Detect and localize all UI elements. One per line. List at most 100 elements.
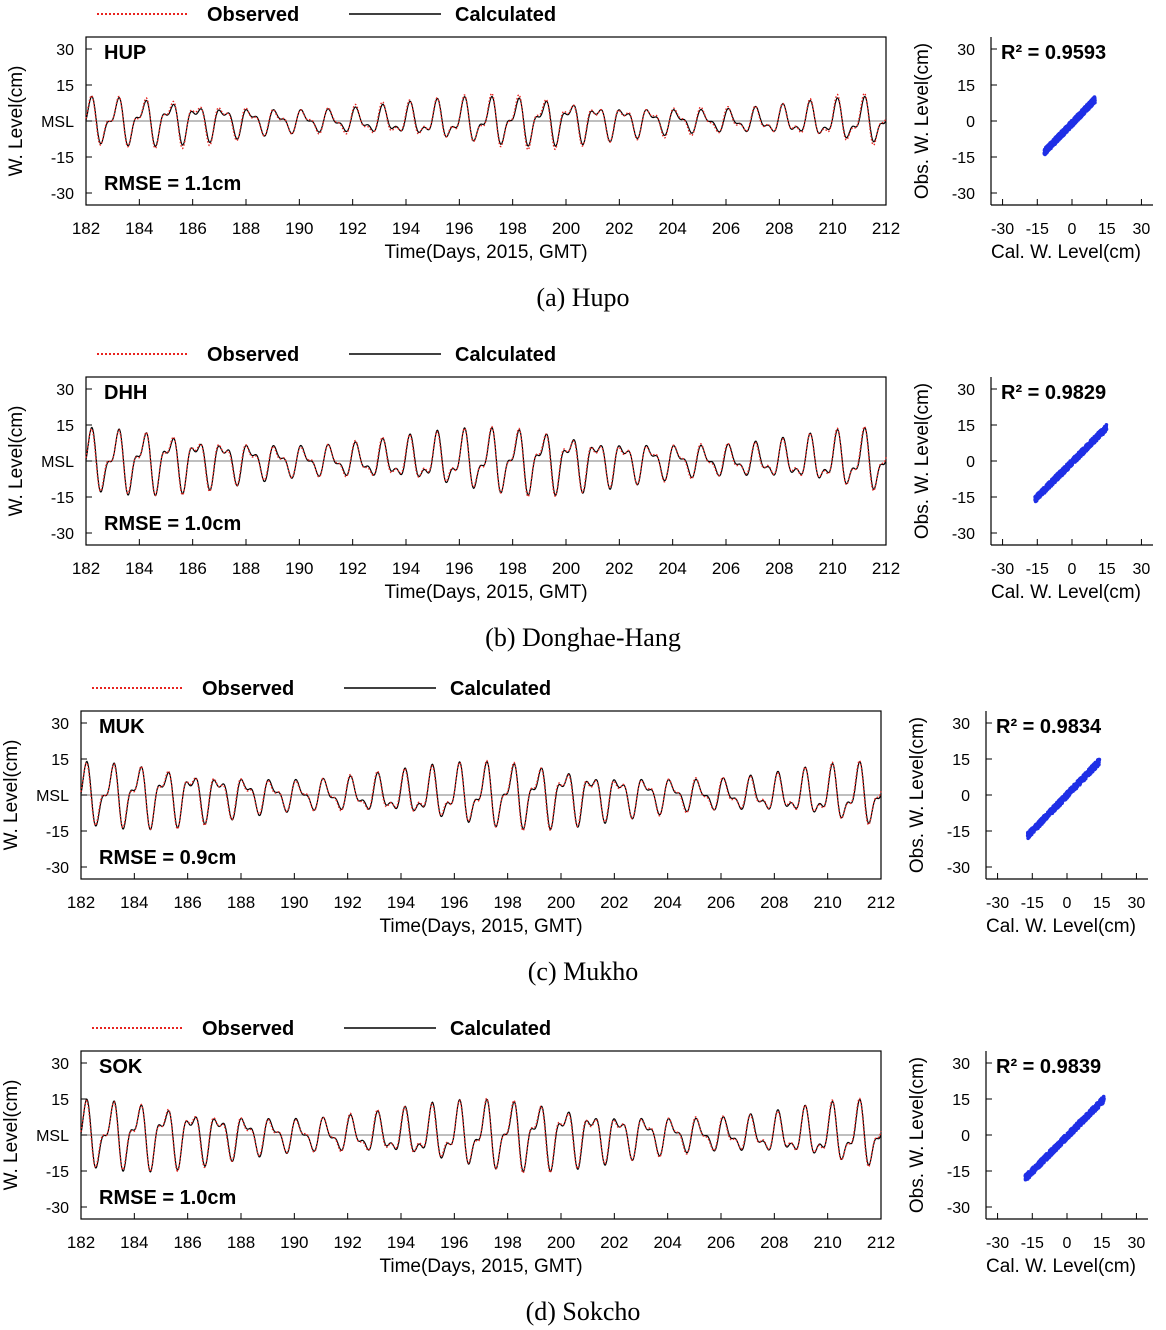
- scatter-y-tick-label: 30: [952, 1056, 970, 1073]
- scatter-point: [1100, 430, 1104, 434]
- scatter-points: [1033, 423, 1109, 504]
- scatter-point: [1065, 796, 1069, 800]
- scatter-point: [1091, 1105, 1096, 1109]
- scatter-point: [1069, 1133, 1073, 1137]
- y-tick-label: MSL: [41, 114, 74, 131]
- scatter-point: [1087, 107, 1091, 111]
- x-tick-label: 194: [392, 219, 420, 238]
- y-tick-label: 15: [51, 752, 69, 769]
- x-tick-label: 206: [707, 893, 735, 912]
- y-tick-label: -15: [51, 150, 74, 167]
- scatter-x-tick-label: -30: [991, 561, 1014, 578]
- station-label: MUK: [99, 716, 145, 738]
- scatter-point: [1073, 457, 1077, 461]
- scatter-x-axis-label: Cal. W. Level(cm): [991, 582, 1141, 603]
- x-tick-label: 200: [547, 893, 575, 912]
- scatter-x-tick-label: -15: [1026, 221, 1049, 238]
- x-tick-label: 200: [547, 1233, 575, 1252]
- scatter-y-tick-label: -15: [947, 824, 970, 841]
- scatter-y-tick-label: 15: [957, 418, 975, 435]
- x-axis-label: Time(Days, 2015, GMT): [379, 916, 582, 937]
- scatter-y-tick-label: -30: [947, 860, 970, 877]
- scatter-point: [1046, 145, 1050, 150]
- scatter-x-tick-label: 15: [1093, 1235, 1111, 1252]
- scatter-point: [1094, 1107, 1098, 1111]
- scatter-y-tick-label: 30: [957, 382, 975, 399]
- x-axis-label: Time(Days, 2015, GMT): [379, 1256, 582, 1277]
- scatter-y-tick-label: 0: [961, 788, 970, 805]
- legend-calculated-label: Calculated: [450, 678, 551, 700]
- scatter-point: [1048, 808, 1053, 812]
- scatter-point: [1086, 103, 1090, 107]
- x-tick-label: 206: [707, 1233, 735, 1252]
- scatter-point: [1067, 792, 1072, 796]
- scatter-point: [1051, 804, 1056, 808]
- scatter-point: [1092, 762, 1096, 766]
- scatter-point: [1054, 1146, 1059, 1150]
- scatter-point: [1027, 834, 1032, 838]
- scatter-x-tick-label: 15: [1093, 895, 1111, 912]
- x-tick-label: 192: [333, 893, 361, 912]
- scatter-y-tick-label: -15: [952, 490, 975, 507]
- scatter-point: [1034, 824, 1039, 828]
- scatter-point: [1102, 430, 1107, 434]
- x-tick-label: 190: [285, 219, 313, 238]
- legend-observed-label: Observed: [202, 1018, 294, 1040]
- x-tick-label: 212: [872, 559, 900, 578]
- x-tick-label: 200: [552, 559, 580, 578]
- x-tick-label: 188: [232, 559, 260, 578]
- scatter-point: [1065, 464, 1069, 469]
- x-tick-label: 188: [227, 1233, 255, 1252]
- scatter-point: [1030, 1171, 1035, 1176]
- y-tick-label: 15: [56, 418, 74, 435]
- scatter-x-tick-label: -15: [1021, 1235, 1044, 1252]
- scatter-y-axis-label: Obs. W. Level(cm): [907, 717, 928, 873]
- scatter-point: [1046, 813, 1051, 817]
- x-tick-label: 186: [173, 893, 201, 912]
- x-tick-label: 192: [338, 219, 366, 238]
- scatter-point: [1068, 788, 1073, 793]
- y-axis-label: W. Level(cm): [1, 740, 22, 851]
- scatter-point: [1096, 431, 1100, 435]
- x-tick-label: 202: [605, 219, 633, 238]
- scatter-y-tick-label: -15: [947, 1164, 970, 1181]
- scatter-point: [1073, 118, 1077, 123]
- scatter-x-tick-label: -15: [1026, 561, 1049, 578]
- y-axis-label: W. Level(cm): [6, 66, 27, 177]
- scatter-point: [1076, 1122, 1081, 1127]
- scatter-point: [1044, 816, 1048, 820]
- x-tick-label: 190: [280, 893, 308, 912]
- y-tick-label: -30: [46, 860, 69, 877]
- x-tick-label: 194: [387, 893, 415, 912]
- scatter-point: [1062, 129, 1067, 134]
- scatter-x-tick-label: -15: [1021, 895, 1044, 912]
- scatter-point: [1094, 764, 1098, 769]
- scatter-x-tick-label: 15: [1098, 221, 1116, 238]
- x-tick-label: 208: [760, 1233, 788, 1252]
- station-label: DHH: [104, 382, 147, 404]
- scatter-point: [1058, 1141, 1063, 1146]
- scatter-point: [1085, 1112, 1089, 1117]
- x-axis-label: Time(Days, 2015, GMT): [384, 582, 587, 603]
- scatter-point: [1077, 780, 1081, 785]
- scatter-point: [1044, 1152, 1049, 1156]
- y-axis-label: W. Level(cm): [6, 406, 27, 517]
- scatter-x-tick-label: 30: [1128, 895, 1146, 912]
- series-calculated: [85, 95, 887, 148]
- scatter-point: [1038, 1158, 1042, 1163]
- series-calculated: [85, 426, 887, 497]
- scatter-point: [1039, 819, 1043, 824]
- x-tick-label: 196: [440, 1233, 468, 1252]
- scatter-y-tick-label: 30: [952, 716, 970, 733]
- scatter-point: [1056, 471, 1060, 476]
- scatter-point: [1083, 776, 1088, 781]
- scatter-y-tick-label: 0: [961, 1128, 970, 1145]
- y-tick-label: -15: [51, 490, 74, 507]
- x-tick-label: 182: [72, 219, 100, 238]
- x-tick-label: 198: [498, 559, 526, 578]
- scatter-point: [1093, 100, 1097, 105]
- scatter-point: [1056, 802, 1061, 807]
- scatter-x-tick-label: -30: [991, 221, 1014, 238]
- scatter-y-tick-label: 30: [957, 42, 975, 59]
- x-tick-label: 206: [712, 219, 740, 238]
